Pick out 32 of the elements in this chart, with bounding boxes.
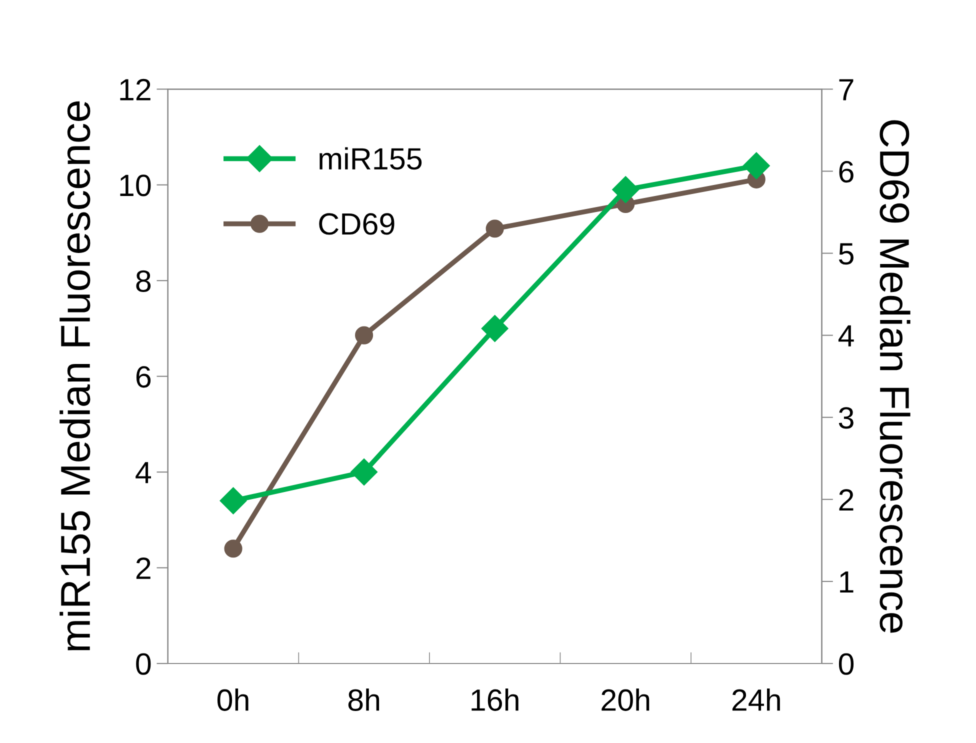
- legend-label: miR155: [320, 147, 422, 170]
- y-tick-label: 6: [136, 366, 151, 388]
- x-tick-label: 16h: [472, 688, 518, 711]
- y-tick-label: 4: [136, 462, 152, 484]
- point: [355, 326, 374, 344]
- x-tick-label: 24h: [732, 688, 780, 711]
- y-tick-label: 0: [136, 653, 151, 675]
- point: [481, 315, 508, 342]
- y2-tick-label: 7: [839, 79, 854, 100]
- point: [224, 540, 242, 558]
- x-tick-label: 8h: [348, 688, 380, 711]
- point: [220, 487, 247, 514]
- y2-tick-label: 1: [840, 572, 854, 593]
- legend-label: CD69: [319, 213, 394, 235]
- y-tick-label: 10: [120, 174, 151, 196]
- point: [486, 220, 504, 238]
- x-tick-label: 20h: [602, 688, 650, 711]
- y2-tick-label: 4: [838, 325, 854, 346]
- y2-tick-label: 0: [838, 653, 854, 675]
- point: [612, 176, 640, 204]
- y2-tick-label: 5: [838, 243, 854, 265]
- y2-tick-label: 3: [838, 407, 854, 429]
- x-tick-label: 0h: [217, 688, 248, 711]
- point: [742, 152, 770, 180]
- y-axis-title: miR155 Median Fluorescence: [60, 101, 90, 650]
- y2-tick-label: 6: [839, 160, 854, 183]
- y-tick-label: 8: [136, 270, 151, 292]
- point: [350, 458, 378, 486]
- y2-tick-label: 2: [839, 489, 854, 510]
- y-tick-label: 12: [120, 78, 150, 100]
- y-tick-label: 2: [136, 558, 150, 579]
- y2-axis-title: CD69 Median Fluorescence: [880, 120, 910, 633]
